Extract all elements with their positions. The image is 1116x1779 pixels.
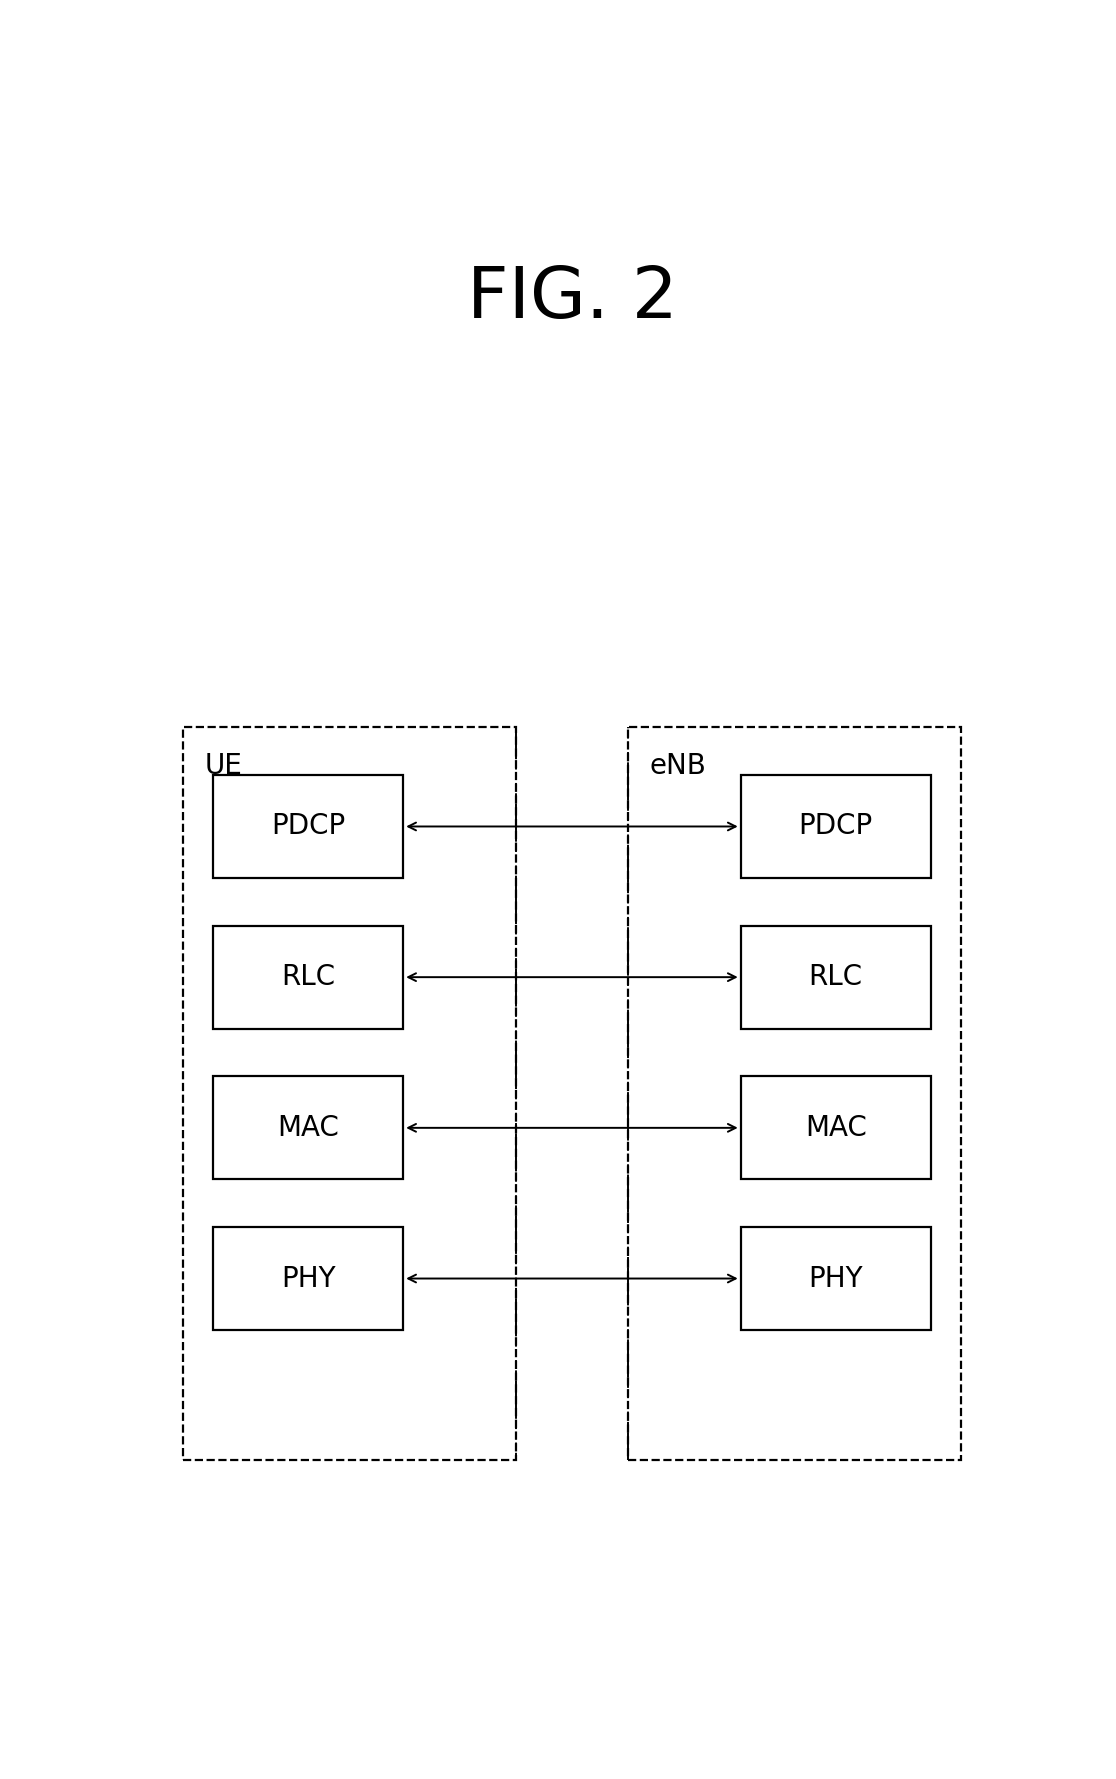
- Bar: [741, 776, 931, 877]
- Bar: [213, 776, 403, 877]
- Text: eNB: eNB: [650, 753, 706, 779]
- Bar: [628, 728, 961, 1461]
- Text: UE: UE: [204, 753, 242, 779]
- Text: PHY: PHY: [808, 1265, 863, 1293]
- Bar: [213, 1228, 403, 1331]
- Text: PHY: PHY: [281, 1265, 336, 1293]
- Bar: [741, 1228, 931, 1331]
- Text: MAC: MAC: [277, 1114, 339, 1142]
- Bar: [213, 1076, 403, 1179]
- Text: MAC: MAC: [805, 1114, 867, 1142]
- Text: PDCP: PDCP: [271, 813, 345, 840]
- Text: FIG. 2: FIG. 2: [466, 263, 677, 333]
- Bar: [741, 1076, 931, 1179]
- Text: PDCP: PDCP: [799, 813, 873, 840]
- Text: RLC: RLC: [281, 962, 335, 991]
- Text: RLC: RLC: [809, 962, 863, 991]
- Bar: [741, 925, 931, 1028]
- Bar: [213, 925, 403, 1028]
- Bar: [183, 728, 516, 1461]
